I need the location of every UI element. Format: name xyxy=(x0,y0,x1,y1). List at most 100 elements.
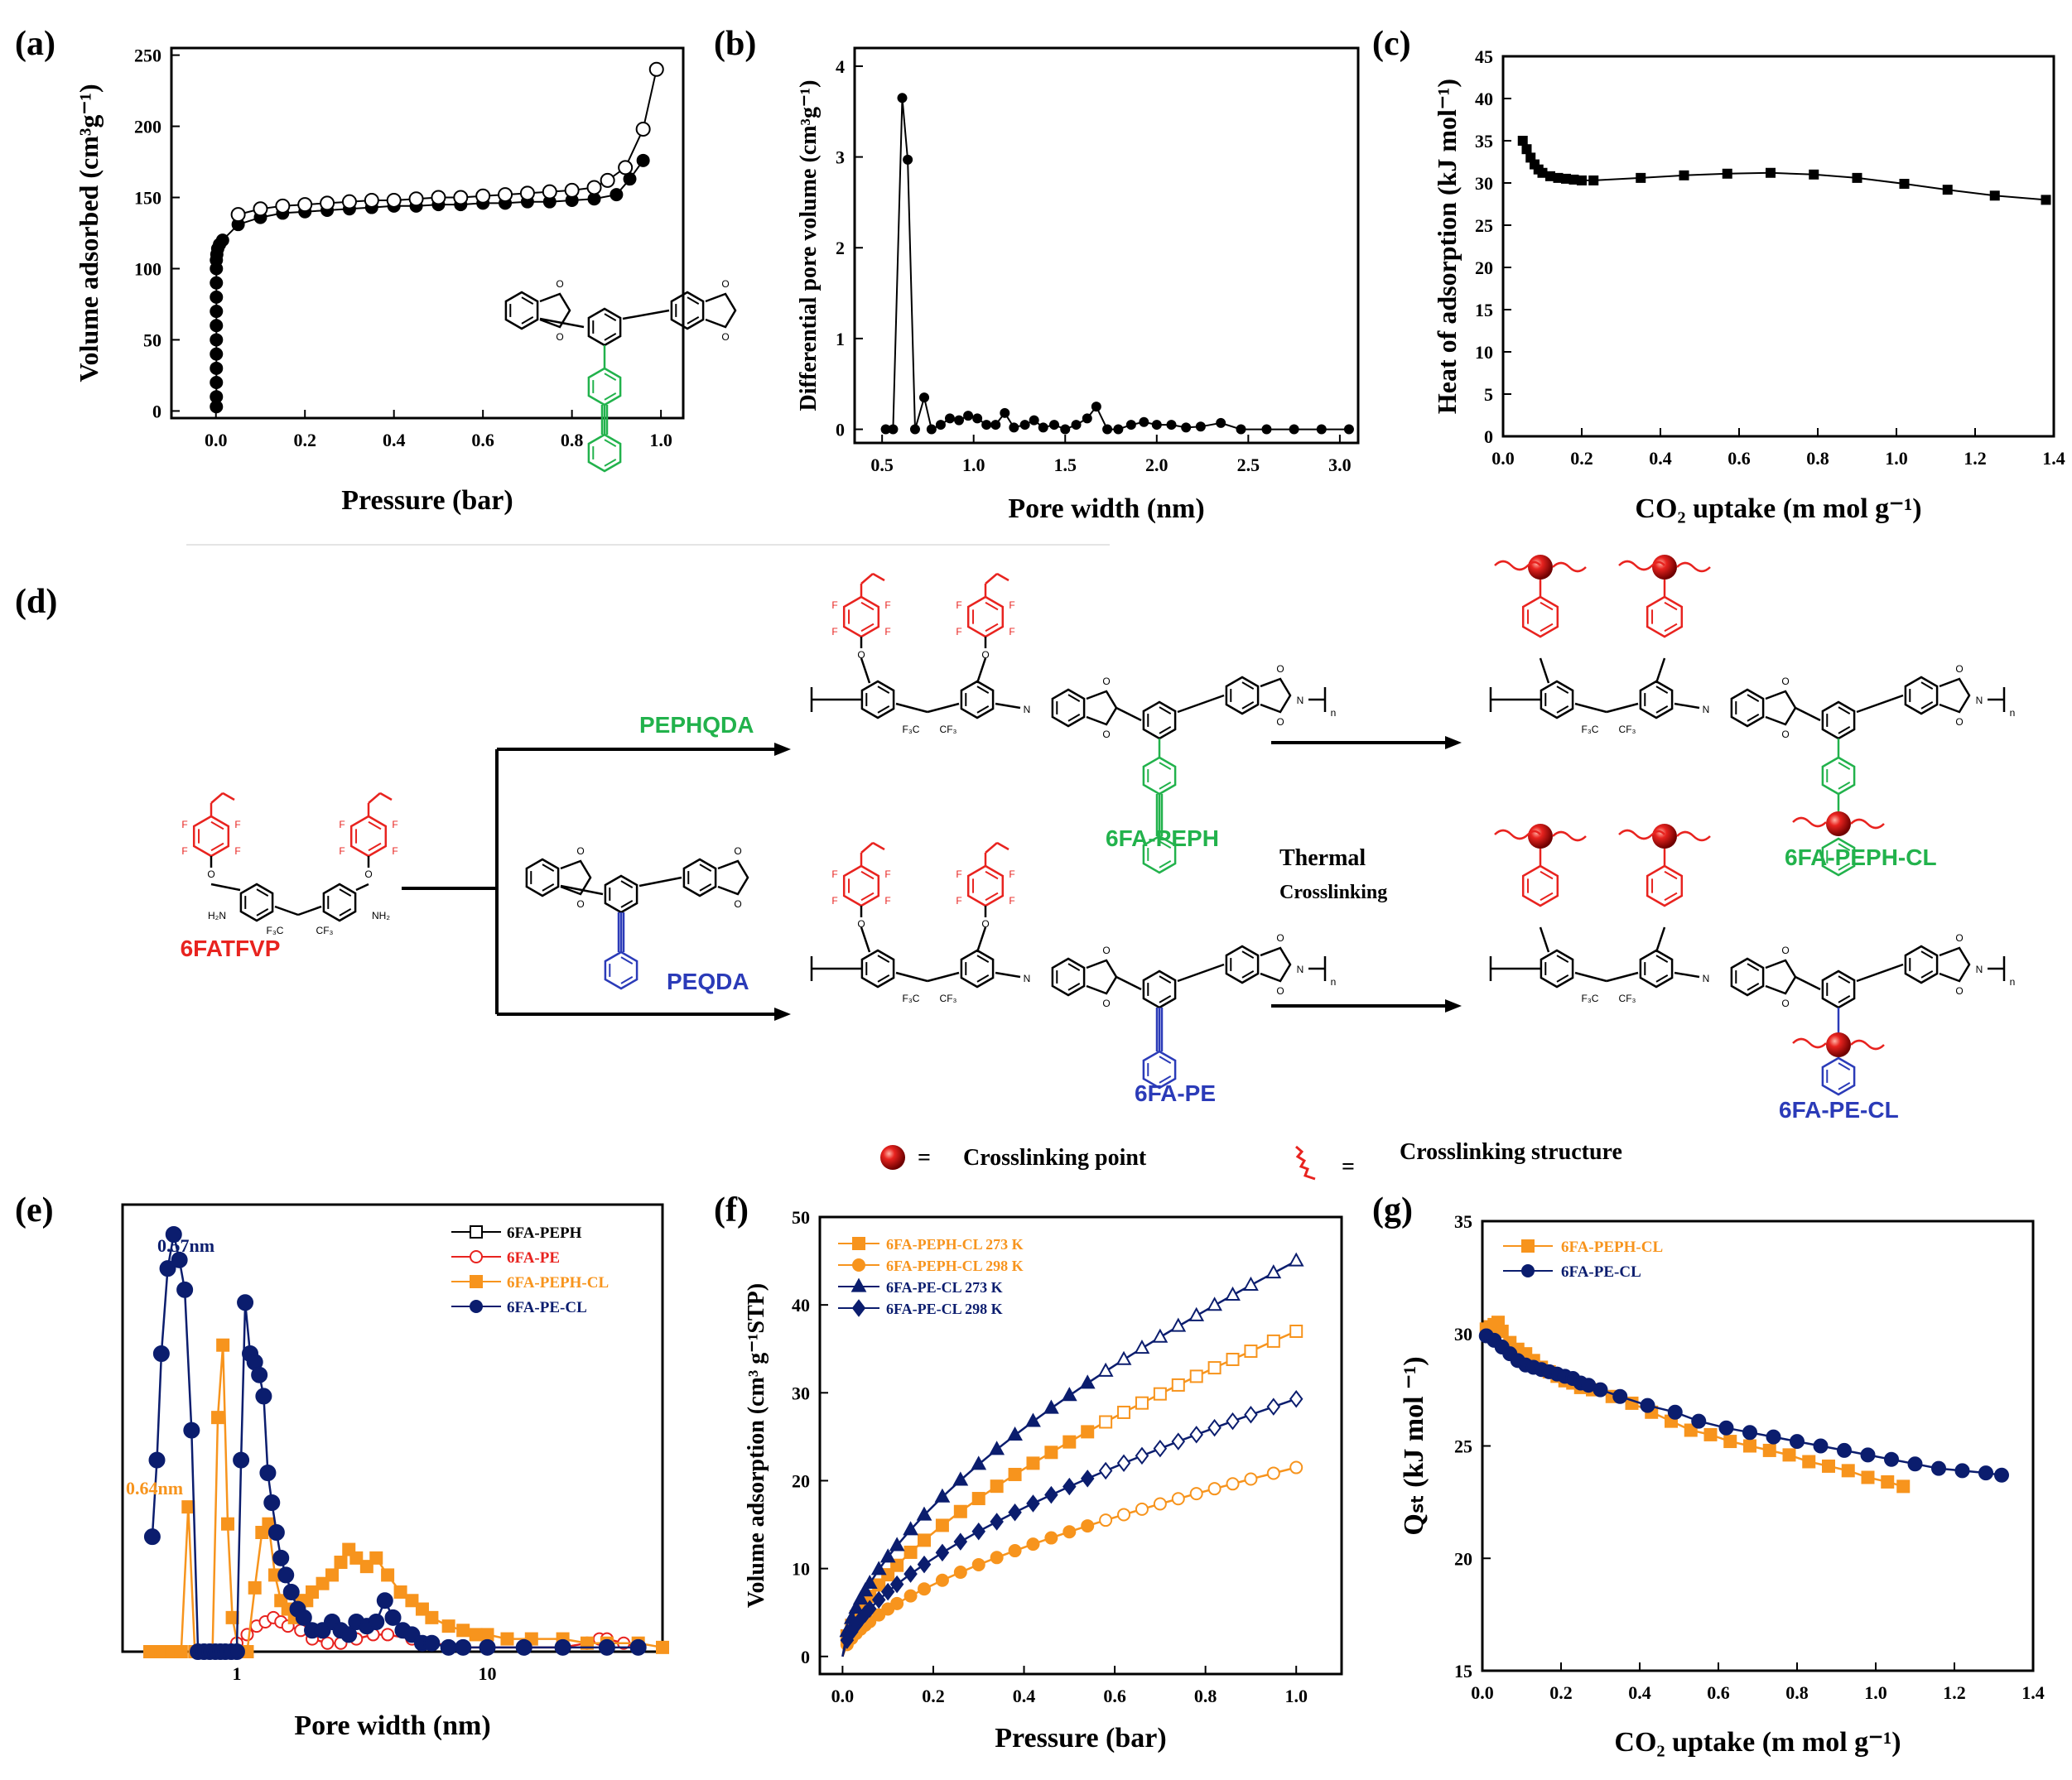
annotation-064nm: 0.64nm xyxy=(126,1478,183,1499)
data-point-f xyxy=(1171,1492,1185,1506)
data-point-g xyxy=(1813,1438,1829,1454)
oxygen-label: O xyxy=(1955,663,1963,675)
ring-double-bond xyxy=(985,892,999,902)
bond xyxy=(1655,657,1666,684)
fluorine-label: F xyxy=(1009,626,1014,637)
data-point-heat xyxy=(1588,175,1599,185)
x-tick-label: 1.0 xyxy=(962,455,985,475)
bond xyxy=(1574,971,1607,983)
data-point-6fa-peph-cl xyxy=(248,1580,262,1595)
cf3-label: F₃C xyxy=(903,724,920,735)
oxygen-label: O xyxy=(1781,945,1789,956)
data-point-f xyxy=(857,1582,874,1597)
y-axis-label: Volume adsorption (cm³ g⁻¹STP) xyxy=(744,1283,769,1608)
ring-double-bond xyxy=(1159,726,1172,734)
ring-double-bond xyxy=(1067,983,1081,991)
data-point-adsorption xyxy=(210,333,224,347)
oxygen-label: O xyxy=(576,898,584,910)
backbone-imide xyxy=(1051,688,1086,728)
data-point-pore-volume xyxy=(1071,420,1082,431)
bond xyxy=(274,905,299,916)
data-point-6fa-peph-cl xyxy=(656,1640,669,1654)
label-crosslinking: Crosslinking xyxy=(1279,882,1387,903)
ring-double-bond xyxy=(1838,975,1851,984)
vinyl-bond xyxy=(222,791,235,801)
bond xyxy=(1606,971,1639,983)
data-point-f xyxy=(871,1590,886,1609)
data-point-6fa-peph-cl xyxy=(220,1517,234,1531)
ring-double-bond xyxy=(1159,1075,1172,1084)
x-tick-label: 0.2 xyxy=(1549,1682,1573,1703)
plot-frame xyxy=(170,46,685,420)
y-tick-label: 2 xyxy=(836,238,845,258)
data-point-f xyxy=(1099,1513,1113,1527)
repeat-n-label: n xyxy=(1331,707,1337,719)
ring-double-bond xyxy=(1540,601,1554,611)
data-point-g xyxy=(1684,1423,1698,1437)
ring-double-bond xyxy=(368,842,382,852)
panel-label-f: (f) xyxy=(714,1191,749,1229)
series-line-g xyxy=(1486,1321,1904,1488)
data-point-f xyxy=(1026,1456,1040,1470)
ring-double-bond xyxy=(1838,762,1851,770)
imide-ring xyxy=(1086,690,1118,726)
data-point-6fa-pe-cl xyxy=(479,1638,496,1656)
oxygen-label: O xyxy=(981,649,989,661)
fluorine-label: F xyxy=(831,626,837,637)
data-point-f xyxy=(1026,1494,1040,1513)
data-point-g xyxy=(1766,1429,1781,1445)
ring-double-bond xyxy=(976,955,990,963)
data-point-f xyxy=(1134,1340,1150,1354)
data-point-desorption xyxy=(230,207,246,223)
benzene-ring xyxy=(860,680,895,719)
data-point-f xyxy=(1289,1325,1303,1338)
arrow-head-2 xyxy=(774,1008,791,1021)
y-tick-label: 10 xyxy=(792,1559,810,1580)
chart-f: 0.0 0.2 0.4 0.6 0.8 1.0 0 10 20 30 40 50 Pressure (b… xyxy=(744,1207,1343,1754)
data-point-6fa-pe-cl xyxy=(159,1260,176,1277)
bond xyxy=(210,883,241,892)
data-point-6fa-pe-cl xyxy=(295,1609,312,1626)
data-point-pore-volume xyxy=(1181,422,1192,433)
data-point-g xyxy=(1978,1465,1993,1481)
benzene-ring xyxy=(1540,680,1574,719)
data-point-desorption xyxy=(498,187,513,203)
label-thermal: Thermal xyxy=(1279,845,1366,871)
x-axis-label: Pressure (bar) xyxy=(995,1723,1166,1754)
crosslink-chain xyxy=(1792,816,1885,830)
data-point-pore-volume xyxy=(1216,417,1226,428)
data-point-f xyxy=(872,1608,886,1622)
imide-ring xyxy=(1086,959,1118,995)
data-point-adsorption xyxy=(610,188,624,202)
y-tick-label: 15 xyxy=(1475,300,1493,320)
data-point-6fa-peph-cl xyxy=(325,1568,339,1582)
data-point-pore-volume xyxy=(1029,415,1039,426)
ring-double-bond xyxy=(985,623,999,633)
data-point-6fa-peph-cl xyxy=(334,1556,348,1569)
data-point-f xyxy=(953,1532,968,1551)
data-point-desorption xyxy=(542,184,557,200)
data-point-g xyxy=(1861,1470,1875,1484)
data-point-f xyxy=(971,1557,985,1571)
ring-double-bond xyxy=(1920,681,1934,690)
cf3-label: CF₃ xyxy=(940,724,957,735)
data-point-desorption xyxy=(320,195,335,211)
data-point-pore-volume xyxy=(1316,424,1327,435)
ring-double-bond xyxy=(256,908,269,916)
data-point-adsorption xyxy=(210,305,224,319)
bond xyxy=(1574,702,1607,714)
x-tick-label: 1.0 xyxy=(1284,1686,1308,1706)
data-point-f xyxy=(1266,1334,1280,1348)
oxygen-label: O xyxy=(721,278,729,290)
crosslink-chain xyxy=(1792,1037,1885,1051)
data-point-pore-volume xyxy=(1091,402,1101,412)
vinyl-bond xyxy=(985,842,998,854)
plot-frame xyxy=(818,1215,1343,1676)
oxygen-label: O xyxy=(721,331,729,343)
bond xyxy=(1606,702,1639,714)
data-point-f xyxy=(1063,1525,1077,1539)
oxygen-label: O xyxy=(1955,985,1963,997)
data-point-f xyxy=(918,1533,931,1547)
ring-double-bond xyxy=(1241,950,1255,959)
oxygen-label: O xyxy=(1102,729,1110,740)
